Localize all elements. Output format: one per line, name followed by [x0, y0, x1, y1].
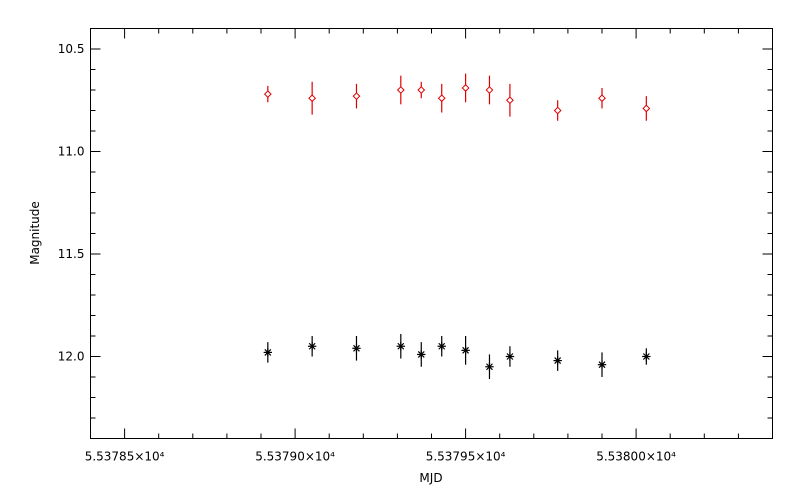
data-point	[352, 92, 361, 101]
marker-stroke	[462, 346, 470, 354]
data-point	[461, 84, 470, 92]
marker-stroke	[486, 363, 493, 371]
marker-stroke	[308, 342, 316, 350]
x-tick-label: 5.53795×10⁴	[426, 450, 506, 464]
data-point	[553, 356, 562, 365]
data-point	[505, 352, 515, 361]
data-point	[396, 86, 405, 94]
data-point	[461, 346, 470, 355]
data-point	[597, 360, 607, 369]
data-point	[417, 350, 426, 359]
marker-stroke	[506, 353, 514, 360]
series-layer	[263, 73, 651, 380]
x-tick-label: 5.53790×10⁴	[255, 450, 335, 464]
x-tick-label: 5.53800×10⁴	[596, 450, 676, 464]
data-point	[553, 106, 562, 115]
data-point	[437, 94, 446, 103]
y-tick-label: 10.5	[58, 42, 85, 56]
y-axis-label: Magnitude	[28, 201, 42, 265]
series-1	[263, 333, 651, 380]
y-tick-label: 11.5	[58, 247, 85, 261]
marker-stroke	[397, 342, 405, 350]
y-tick-label: 12.0	[58, 350, 85, 364]
data-point	[598, 94, 606, 103]
y-tick-label: 11.0	[58, 145, 85, 159]
marker-stroke	[417, 351, 425, 358]
marker-stroke	[642, 353, 650, 360]
data-point	[308, 94, 317, 103]
data-point	[506, 96, 514, 105]
marker-stroke	[353, 344, 360, 352]
marker-stroke	[554, 357, 562, 365]
marker-stroke	[598, 361, 606, 369]
data-point	[263, 90, 272, 99]
data-point	[417, 86, 426, 94]
x-tick-label: 5.53785×10⁴	[85, 450, 165, 464]
data-point	[485, 86, 494, 94]
data-point	[642, 352, 651, 361]
data-point	[352, 344, 361, 353]
marker-stroke	[438, 342, 446, 350]
plot-frame	[90, 28, 773, 439]
data-point	[307, 342, 317, 351]
y-axis: 10.5 11.0 11.5 12.0	[58, 28, 773, 439]
data-point	[263, 348, 273, 357]
data-point	[437, 342, 446, 351]
data-point	[642, 104, 651, 113]
x-axis-label: MJD	[419, 471, 442, 485]
series-0	[263, 73, 651, 121]
data-point	[396, 342, 406, 351]
data-point	[485, 362, 494, 371]
x-axis: 5.53785×10⁴ 5.53790×10⁴ 5.53795×10⁴ 5.53800…	[85, 28, 773, 464]
marker-stroke	[264, 348, 272, 356]
